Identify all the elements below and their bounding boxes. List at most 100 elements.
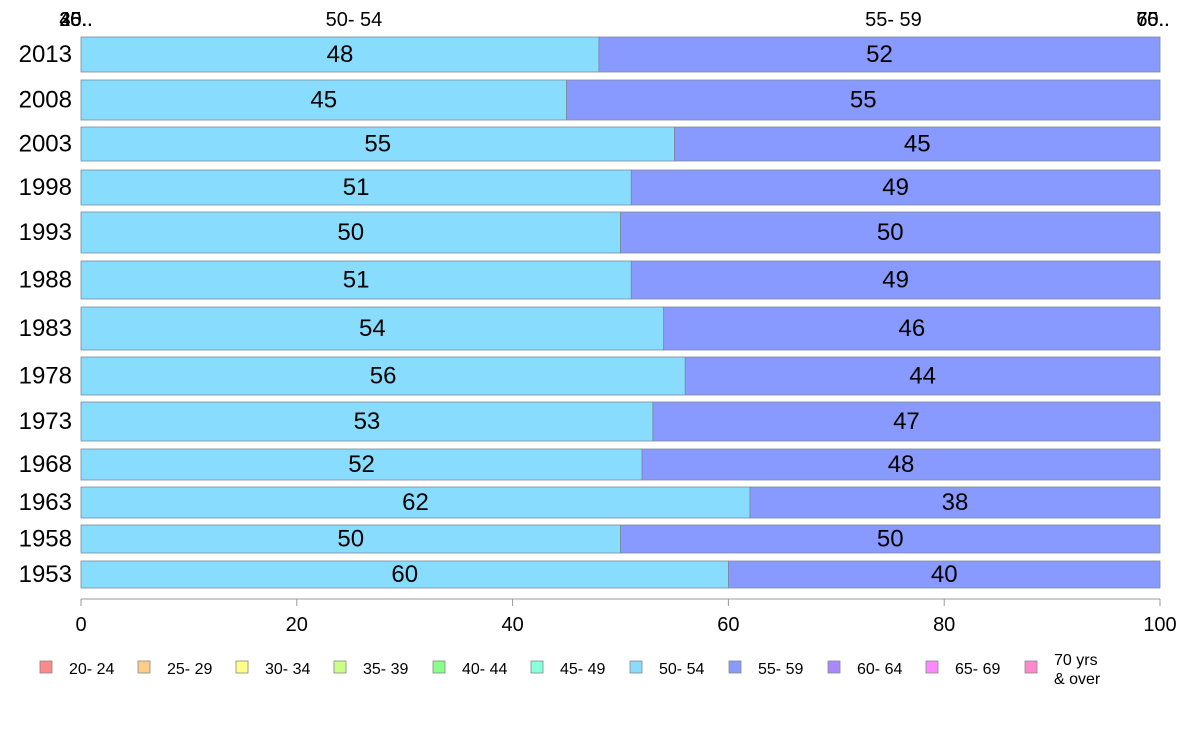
x-tick-label: 0 xyxy=(75,614,86,636)
bar-value-label: 49 xyxy=(882,174,909,201)
bar-value-label: 55 xyxy=(364,131,391,158)
legend-swatch xyxy=(925,660,939,674)
bar-segment xyxy=(566,79,1161,121)
top-segment-label: 65.. xyxy=(1136,9,1169,31)
x-tick-label: 100 xyxy=(1143,614,1176,636)
category-label: 1993 xyxy=(19,219,72,246)
bar-segment xyxy=(80,560,729,589)
category-label: 1988 xyxy=(19,267,72,294)
category-label: 1953 xyxy=(19,561,72,588)
bar-segment xyxy=(80,79,567,121)
bar-value-label: 50 xyxy=(877,219,904,246)
bar-segment xyxy=(749,486,1161,519)
bar-segment xyxy=(674,126,1161,162)
bar-value-label: 55 xyxy=(850,87,877,114)
category-label: 1998 xyxy=(19,174,72,201)
category-label: 1978 xyxy=(19,363,72,390)
bar-segment xyxy=(598,36,1161,73)
top-segment-label: 35.. xyxy=(59,9,92,31)
top-segment-label: 45.. xyxy=(59,9,92,31)
x-tick-label: 20 xyxy=(286,614,308,636)
bar-segment xyxy=(80,126,675,162)
bar-segment xyxy=(80,356,686,396)
top-segment-label: 25.. xyxy=(59,9,92,31)
bar-value-label: 50 xyxy=(337,219,364,246)
legend-label: 55- 59 xyxy=(758,661,803,678)
legend-label: 65- 69 xyxy=(955,661,1000,678)
category-label: 1983 xyxy=(19,315,72,342)
category-label: 2013 xyxy=(19,41,72,68)
top-segment-label: 50- 54 xyxy=(326,9,383,31)
bar-value-label: 51 xyxy=(343,174,370,201)
legend-swatch xyxy=(827,660,841,674)
bar-value-label: 56 xyxy=(370,363,397,390)
bar-value-label: 46 xyxy=(898,315,925,342)
legend-swatch xyxy=(432,660,446,674)
legend-swatch xyxy=(137,660,151,674)
legend-label: 40- 44 xyxy=(462,661,507,678)
bar-value-label: 45 xyxy=(904,131,931,158)
bar-segment xyxy=(641,448,1161,481)
category-label: 1973 xyxy=(19,408,72,435)
legend-label: 60- 64 xyxy=(857,661,902,678)
legend-label: 25- 29 xyxy=(167,661,212,678)
category-label: 1958 xyxy=(19,526,72,553)
x-tick-label: 40 xyxy=(501,614,523,636)
bar-segment xyxy=(80,401,654,442)
top-segment-label: 20.. xyxy=(59,9,92,31)
bar-value-label: 53 xyxy=(354,408,381,435)
bar-segment xyxy=(620,211,1161,254)
legend-label: 35- 39 xyxy=(363,661,408,678)
legend-label: 70 yrs & over xyxy=(1054,652,1101,688)
top-segment-label: 70.. xyxy=(1136,9,1169,31)
bar-value-label: 50 xyxy=(337,526,364,553)
bar-value-label: 60 xyxy=(391,561,418,588)
bar-segment xyxy=(80,211,621,254)
bar-value-label: 50 xyxy=(877,526,904,553)
legend-label: 50- 54 xyxy=(659,661,704,678)
bar-segment xyxy=(80,36,600,73)
bar-value-label: 38 xyxy=(942,489,969,516)
bar-segment xyxy=(630,169,1161,206)
top-segment-label: 30.. xyxy=(59,9,92,31)
bar-value-label: 48 xyxy=(888,451,915,478)
bar-value-label: 47 xyxy=(893,408,920,435)
category-label: 1968 xyxy=(19,451,72,478)
bar-value-label: 52 xyxy=(866,41,893,68)
bar-value-label: 51 xyxy=(343,267,370,294)
bar-segment xyxy=(80,169,632,206)
legend-swatch xyxy=(629,660,643,674)
top-segment-label: 55- 59 xyxy=(865,9,922,31)
bar-value-label: 48 xyxy=(327,41,354,68)
bar-segment xyxy=(80,306,665,351)
top-segment-label: 40.. xyxy=(59,9,92,31)
legend-swatch xyxy=(235,660,249,674)
bar-segment xyxy=(684,356,1161,396)
x-tick-label: 80 xyxy=(933,614,955,636)
legend-swatch xyxy=(530,660,544,674)
bar-value-label: 45 xyxy=(310,87,337,114)
category-label: 1963 xyxy=(19,489,72,516)
top-segment-label: 60.. xyxy=(1136,9,1169,31)
x-tick-label: 60 xyxy=(717,614,739,636)
bar-segment xyxy=(652,401,1161,442)
legend-label: 30- 34 xyxy=(265,661,310,678)
bar-segment xyxy=(80,448,643,481)
legend-label: 20- 24 xyxy=(69,661,114,678)
bar-value-label: 44 xyxy=(909,363,936,390)
bar-segment xyxy=(620,524,1161,554)
bar-segment xyxy=(630,260,1161,300)
bar-segment xyxy=(728,560,1161,589)
bar-value-label: 62 xyxy=(402,489,429,516)
legend-label-line: & over xyxy=(1054,671,1101,688)
legend-swatch xyxy=(1024,660,1038,674)
bar-value-label: 54 xyxy=(359,315,386,342)
bar-segment xyxy=(663,306,1161,351)
legend-swatch xyxy=(39,660,53,674)
legend-swatch xyxy=(728,660,742,674)
bar-value-label: 49 xyxy=(882,267,909,294)
bar-value-label: 52 xyxy=(348,451,375,478)
legend-swatch xyxy=(333,660,347,674)
